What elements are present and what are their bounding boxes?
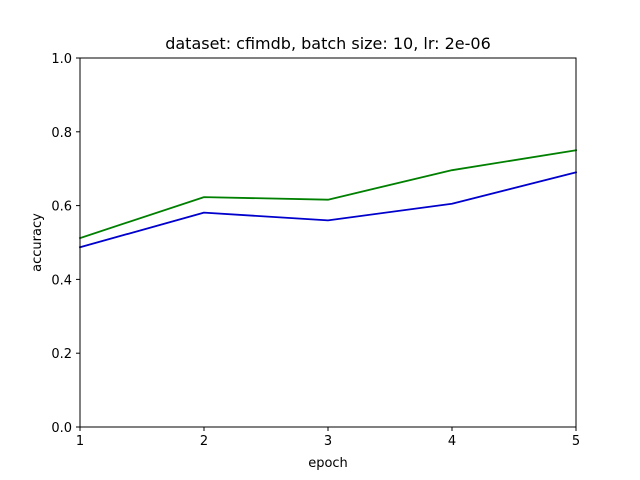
y-tick-label: 0.0 [51,421,72,436]
x-axis: 1 2 3 4 5 [76,427,580,449]
y-axis: 0.0 0.2 0.4 0.6 0.8 1.0 [51,52,80,436]
x-tick-label: 5 [572,434,580,449]
chart-title: dataset: cfimdb, batch size: 10, lr: 2e-… [165,34,491,53]
y-tick-label: 1.0 [51,52,72,67]
series-line-2 [78,171,578,249]
x-tick-label: 2 [200,434,208,449]
plot-frame [79,57,577,428]
x-axis-label: epoch [308,456,348,471]
x-tick-label: 1 [76,434,84,449]
y-tick-label: 0.8 [51,126,72,141]
x-tick-label: 4 [448,434,456,449]
y-tick-label: 0.4 [51,273,72,288]
y-tick-label: 0.6 [51,200,72,215]
plot-area [78,149,578,249]
x-tick-label: 3 [324,434,332,449]
y-tick-label: 0.2 [51,347,72,362]
y-axis-label: accuracy [30,213,45,272]
series-line-1 [78,149,578,240]
